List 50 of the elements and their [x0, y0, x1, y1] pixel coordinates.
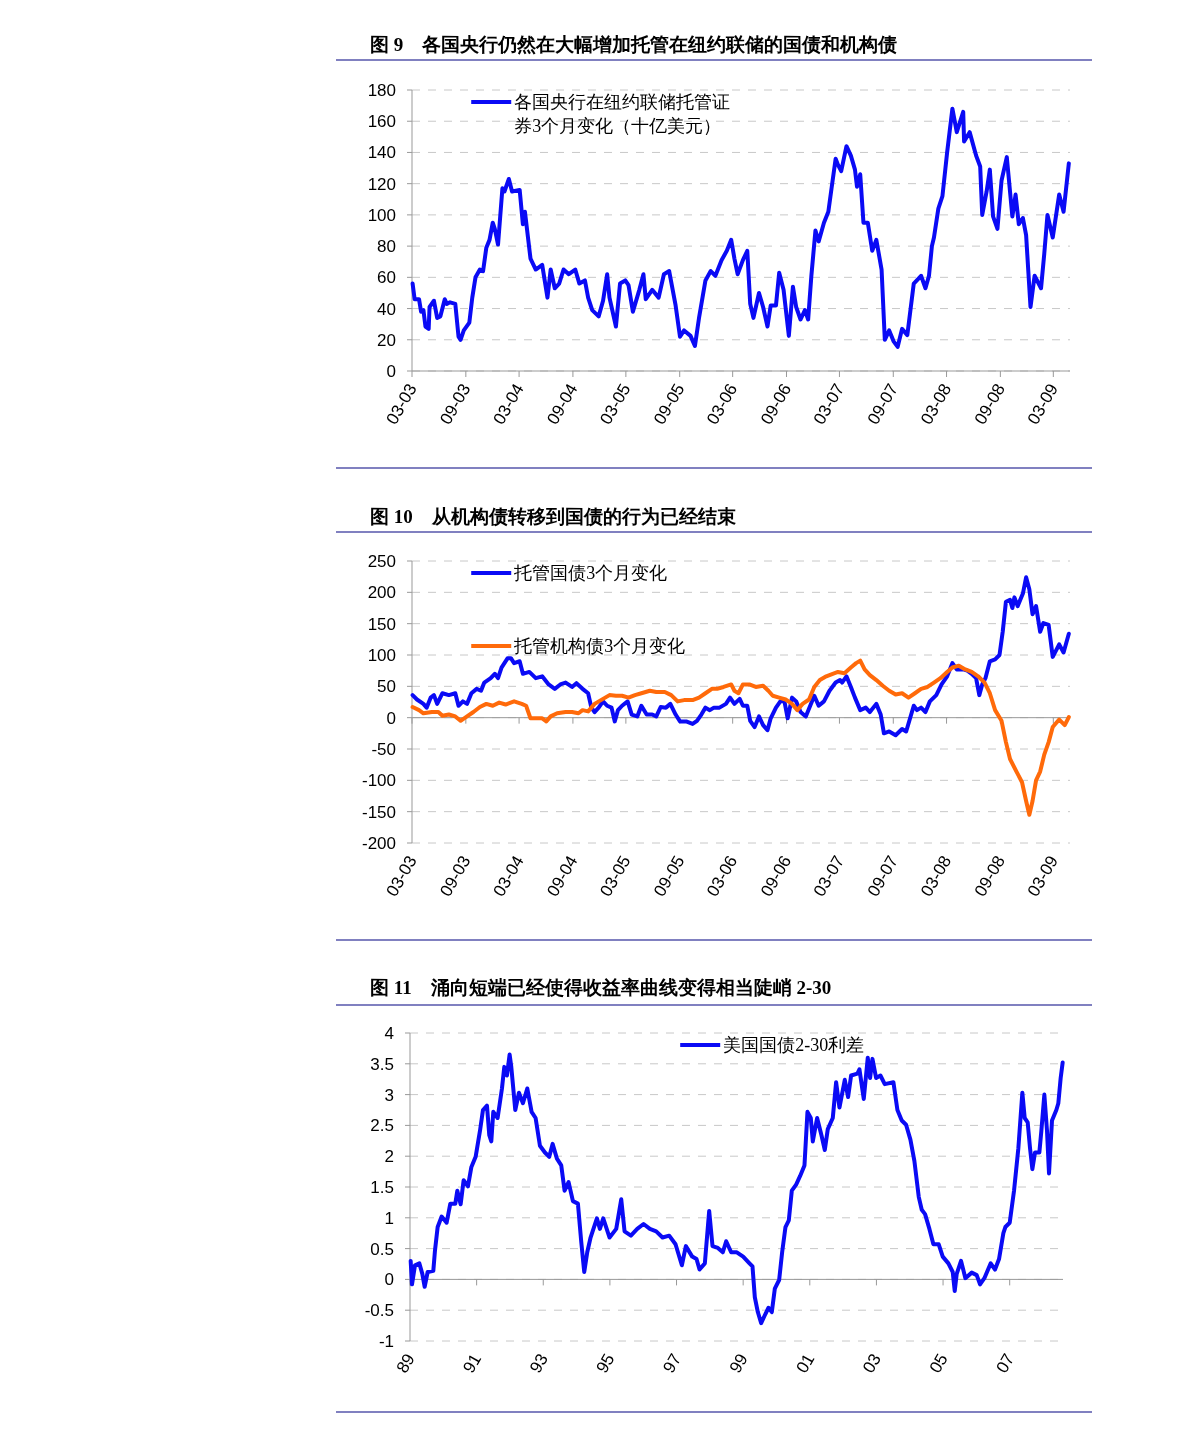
- x-tick-label: 89: [392, 1350, 419, 1377]
- x-tick-label: 97: [659, 1350, 686, 1377]
- y-tick-label: 80: [377, 237, 396, 257]
- y-tick-label: -50: [371, 739, 396, 759]
- x-tick-label: 99: [725, 1350, 752, 1377]
- x-tick-label: 91: [459, 1350, 486, 1377]
- legend-label: 托管机构债3个月变化: [513, 636, 686, 657]
- y-tick-label: 40: [377, 299, 396, 319]
- legend-label: 各国央行在纽约联储托管证券3个月变化（十亿美元）: [514, 92, 731, 136]
- chart-title: 图 11 涌向短端已经使得收益率曲线变得相当陡峭 2-30: [370, 977, 832, 998]
- legend-label: 美国国债2-30利差: [723, 1035, 865, 1056]
- y-tick-label: 150: [367, 614, 396, 634]
- y-tick-label: -100: [361, 771, 396, 791]
- x-tick-label: 07: [992, 1350, 1019, 1377]
- y-tick-label: 1: [384, 1208, 394, 1228]
- y-tick-label: 4: [384, 1023, 394, 1043]
- x-tick-label: 05: [925, 1350, 952, 1377]
- y-tick-label: 0: [384, 1270, 394, 1290]
- y-tick-label: 2: [384, 1147, 394, 1167]
- y-tick-label: 120: [367, 174, 396, 194]
- y-tick-label: 180: [367, 80, 396, 100]
- y-tick-label: -200: [361, 833, 396, 853]
- y-tick-label: 100: [367, 205, 396, 225]
- y-tick-label: 1.5: [370, 1177, 394, 1197]
- x-tick-label: 93: [525, 1350, 552, 1377]
- y-tick-label: 60: [377, 268, 396, 288]
- chart-title: 图 9 各国央行仍然在大幅增加托管在纽约联储的国债和机构债: [370, 34, 898, 55]
- x-tick-label: 95: [592, 1350, 619, 1377]
- x-tick-label: 01: [792, 1350, 819, 1377]
- line-series: [410, 658, 1071, 817]
- y-tick-label: 200: [367, 583, 396, 603]
- y-tick-label: 140: [367, 143, 396, 163]
- x-tick-label: 03: [859, 1350, 886, 1377]
- y-tick-label: -150: [361, 802, 396, 822]
- y-tick-label: 0: [386, 361, 396, 381]
- y-tick-label: 3: [384, 1085, 394, 1105]
- y-tick-label: 0: [386, 708, 396, 728]
- y-tick-label: 3.5: [370, 1054, 394, 1074]
- y-tick-label: 20: [377, 330, 396, 350]
- y-tick-label: 50: [377, 677, 396, 697]
- y-tick-label: 2.5: [370, 1116, 394, 1136]
- line-series: [408, 1052, 1065, 1326]
- legend-label: 托管国债3个月变化: [513, 563, 668, 584]
- chart-title: 图 10 从机构债转移到国债的行为已经结束: [370, 506, 736, 527]
- y-tick-label: -1: [378, 1331, 394, 1351]
- y-tick-label: 0.5: [370, 1239, 394, 1259]
- y-tick-label: 250: [367, 551, 396, 571]
- y-tick-label: -0.5: [364, 1301, 394, 1321]
- y-tick-label: 160: [367, 112, 396, 132]
- y-tick-label: 100: [367, 645, 396, 665]
